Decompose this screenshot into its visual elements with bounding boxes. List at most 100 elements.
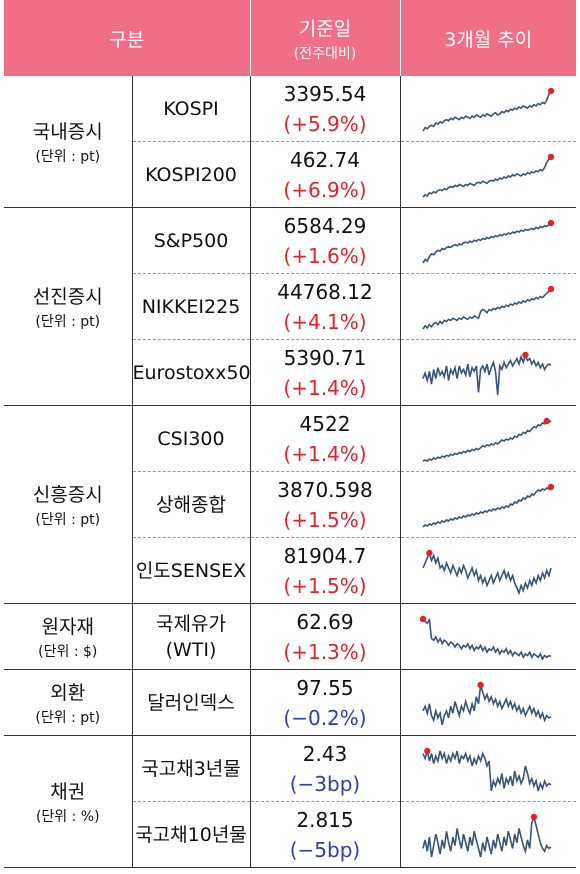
value-cell: 81904.7 (+1.5%)	[250, 537, 401, 604]
trend-cell	[400, 537, 576, 604]
trend-max-marker	[530, 813, 538, 820]
category-label: 채권	[50, 781, 86, 803]
index-value: 97.55	[296, 675, 354, 700]
weekly-change: (+5.9%)	[283, 111, 367, 136]
trend-cell	[400, 141, 576, 208]
trend-line	[422, 684, 552, 725]
value-cell: 6584.29 (+1.6%)	[250, 207, 401, 274]
trend-line	[422, 90, 552, 131]
trend-sparkline	[422, 681, 552, 725]
weekly-change: (+1.6%)	[283, 243, 367, 268]
index-value: 44768.12	[277, 279, 373, 304]
index-value: 2.815	[296, 807, 354, 832]
header-date: 기준일 (전주대비)	[249, 0, 400, 76]
value-cell: 3870.598 (+1.5%)	[250, 471, 401, 538]
trend-cell	[400, 735, 576, 802]
trend-sparkline	[422, 417, 552, 462]
trend-sparkline	[422, 351, 552, 395]
index-value: 4522	[299, 411, 351, 436]
trend-cell	[400, 405, 576, 472]
category-unit: (단위 : %)	[35, 809, 100, 825]
category-unit: (단위 : pt)	[35, 710, 101, 726]
trend-line	[422, 617, 552, 661]
table-row: 인도SENSEX 81904.7 (+1.5%)	[4, 537, 576, 604]
value-cell: 462.74 (+6.9%)	[250, 141, 401, 208]
index-name: 상해종합	[132, 471, 251, 538]
trend-sparkline	[422, 219, 555, 263]
index-name: CSI300	[132, 405, 251, 472]
index-name: KOSPI	[132, 76, 251, 142]
category-cell: 선진증시 (단위 : pt)	[4, 207, 133, 406]
trend-cell	[400, 471, 576, 538]
trend-sparkline	[422, 285, 555, 329]
value-cell: 2.43 (−3bp)	[250, 735, 401, 802]
trend-line	[422, 287, 552, 329]
trend-max-marker	[543, 417, 551, 424]
trend-line	[422, 485, 552, 528]
trend-max-marker	[548, 219, 555, 226]
trend-cell	[400, 603, 576, 670]
index-name: 달러인덱스	[132, 669, 251, 736]
trend-cell	[400, 207, 576, 274]
category-label: 신흥증시	[32, 484, 103, 506]
trend-sparkline	[422, 483, 555, 528]
category-label: 원자재	[41, 616, 94, 638]
category-unit: (단위 : pt)	[35, 149, 101, 165]
trend-sparkline	[422, 87, 555, 131]
value-cell: 44768.12 (+4.1%)	[250, 273, 401, 340]
category-cell: 원자재 (단위 : $)	[4, 603, 133, 670]
trend-cell	[400, 669, 576, 736]
trend-line	[422, 351, 552, 395]
value-cell: 5390.71 (+1.4%)	[250, 339, 401, 406]
weekly-change: (+1.3%)	[283, 639, 367, 664]
trend-sparkline	[422, 153, 555, 198]
trend-cell	[400, 76, 576, 142]
header-category: 구분	[4, 0, 250, 76]
index-value: 6584.29	[283, 213, 367, 238]
trend-line	[422, 550, 553, 595]
trend-max-marker	[548, 483, 555, 490]
table-row: 채권 (단위 : %) 국고채3년물 2.43 (−3bp)	[4, 735, 576, 868]
trend-cell	[400, 801, 576, 868]
table-row: 상해종합 3870.598 (+1.5%)	[4, 471, 576, 538]
table-row: 선진증시 (단위 : pt) S&P500 6584.29 (+1.6%)	[4, 207, 576, 406]
trend-line	[422, 750, 552, 791]
trend-line	[422, 419, 552, 462]
index-name: 국고채10년물	[132, 801, 251, 868]
weekly-change: (+4.1%)	[283, 309, 367, 334]
weekly-change: (−0.2%)	[283, 705, 367, 730]
table-row: KOSPI200 462.74 (+6.9%)	[4, 141, 576, 208]
weekly-change: (+1.4%)	[283, 441, 367, 466]
value-cell: 2.815 (−5bp)	[250, 801, 401, 868]
weekly-change: (−3bp)	[289, 771, 361, 796]
trend-max-marker	[522, 351, 529, 358]
category-cell: 국내증시 (단위 : pt)	[4, 76, 133, 208]
value-cell: 97.55 (−0.2%)	[250, 669, 401, 736]
trend-sparkline	[420, 615, 552, 661]
index-name: 국제유가 (WTI)	[132, 603, 251, 670]
index-value: 5390.71	[283, 345, 367, 370]
index-name: 국고채3년물	[132, 735, 251, 802]
table-row: 국내증시 (단위 : pt) KOSPI 3395.54 (+5.9%)	[4, 76, 576, 208]
trend-cell	[400, 273, 576, 340]
trend-sparkline	[422, 549, 553, 595]
value-cell: 4522 (+1.4%)	[250, 405, 401, 472]
weekly-change: (+1.5%)	[283, 507, 367, 532]
trend-max-marker	[477, 681, 485, 688]
weekly-change: (−5bp)	[289, 837, 361, 862]
trend-max-marker	[548, 153, 555, 160]
trend-line	[422, 155, 552, 198]
index-value: 3395.54	[283, 81, 367, 106]
trend-cell	[400, 339, 576, 406]
trend-sparkline	[422, 747, 552, 791]
table-row: NIKKEI225 44768.12 (+4.1%)	[4, 273, 576, 340]
value-cell: 62.69 (+1.3%)	[250, 603, 401, 670]
value-cell: 3395.54 (+5.9%)	[250, 76, 401, 142]
trend-line	[422, 813, 552, 857]
category-unit: (단위 : pt)	[35, 314, 101, 330]
index-value: 2.43	[302, 741, 348, 766]
index-name: NIKKEI225	[132, 273, 251, 340]
trend-max-marker	[420, 615, 427, 622]
table-row: Eurostoxx50 5390.71 (+1.4%)	[4, 339, 576, 406]
index-name: S&P500	[132, 207, 251, 274]
